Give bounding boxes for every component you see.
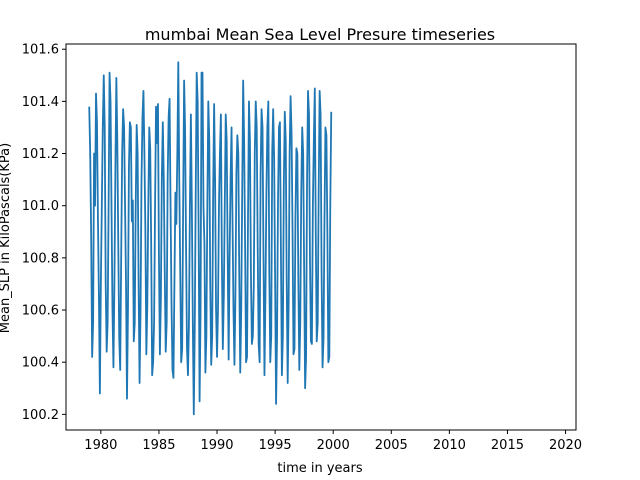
x-axis-label: time in years	[277, 461, 362, 476]
y-tick-label: 100.2	[22, 408, 59, 423]
axes-frame	[65, 43, 577, 431]
x-tick-label: 1985	[142, 438, 175, 453]
x-axis: 1980 1985 1990 1995 2000 2005 2010 2015 2020	[84, 430, 582, 453]
y-tick-label: 100.6	[22, 304, 59, 319]
y-tick-label: 100.8	[22, 251, 59, 266]
y-tick-label: 101.6	[22, 43, 59, 58]
y-tick-label: 101.4	[22, 95, 59, 110]
x-tick-label: 2000	[317, 438, 350, 453]
x-tick-label: 1980	[84, 438, 117, 453]
x-tick-label: 2005	[375, 438, 408, 453]
plot-area	[88, 61, 333, 416]
x-tick-label: 2010	[433, 438, 466, 453]
y-axis-label: Mean_SLP in KiloPascals(KPa)	[0, 143, 13, 333]
y-tick-label: 100.4	[22, 356, 59, 371]
series-line-mean-slp	[88, 61, 333, 416]
y-tick-label: 101.0	[22, 199, 59, 214]
x-tick-label: 2015	[491, 438, 524, 453]
chart-title: mumbai Mean Sea Level Presure timeseries	[145, 25, 495, 44]
y-axis: 100.2 100.4 100.6 100.8 101.0 101.2 101.4 101.6	[22, 43, 66, 423]
x-tick-label: 2020	[549, 438, 582, 453]
y-tick-label: 101.2	[22, 147, 59, 162]
x-tick-label: 1990	[200, 438, 233, 453]
x-tick-label: 1995	[259, 438, 292, 453]
